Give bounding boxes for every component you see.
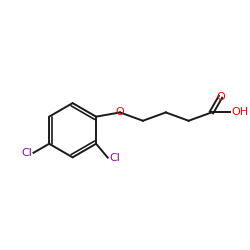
Text: Cl: Cl [109, 152, 120, 162]
Text: O: O [116, 108, 124, 118]
Text: O: O [216, 92, 225, 102]
Text: OH: OH [231, 108, 248, 118]
Text: Cl: Cl [21, 148, 32, 158]
